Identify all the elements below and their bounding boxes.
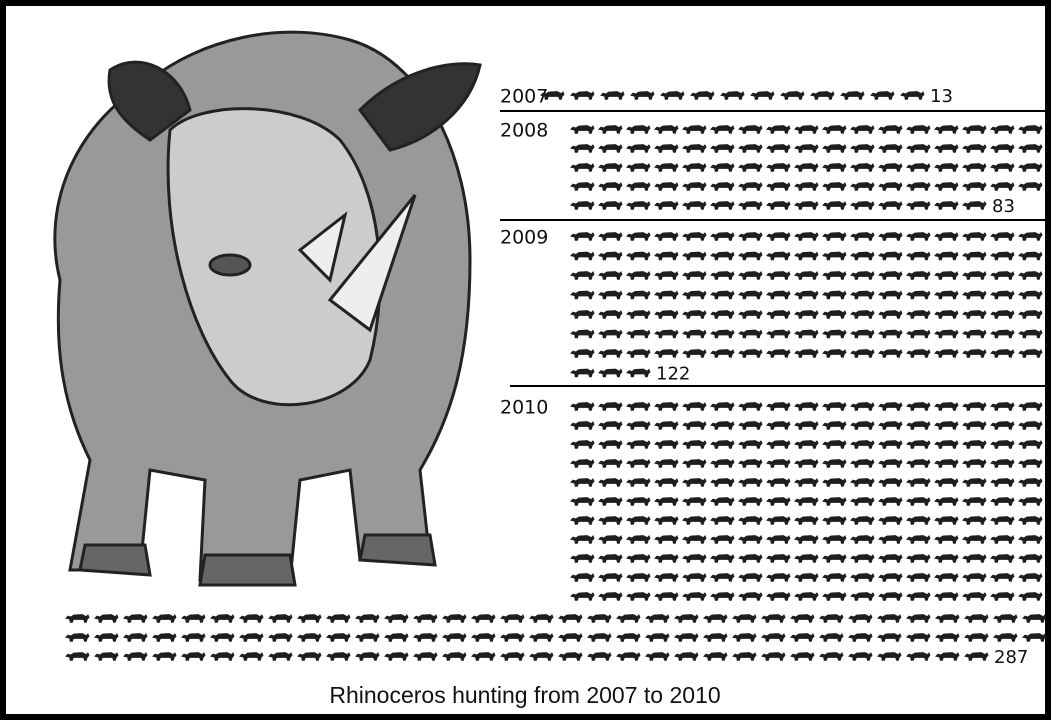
chart-title: Rhinoceros hunting from 2007 to 2010: [329, 682, 720, 708]
value-label: 287: [994, 647, 1028, 668]
year-label: 2007: [500, 86, 548, 108]
chart: Rhinoceros hunting from 2007 to 2010 200…: [0, 0, 1051, 720]
rhino-illustration: [55, 32, 480, 585]
year-label: 2008: [500, 120, 548, 142]
value-label: 83: [992, 196, 1015, 217]
value-label: 122: [656, 364, 690, 385]
year-label: 2009: [500, 227, 548, 249]
value-label: 13: [930, 86, 953, 107]
year-label: 2010: [500, 397, 548, 419]
